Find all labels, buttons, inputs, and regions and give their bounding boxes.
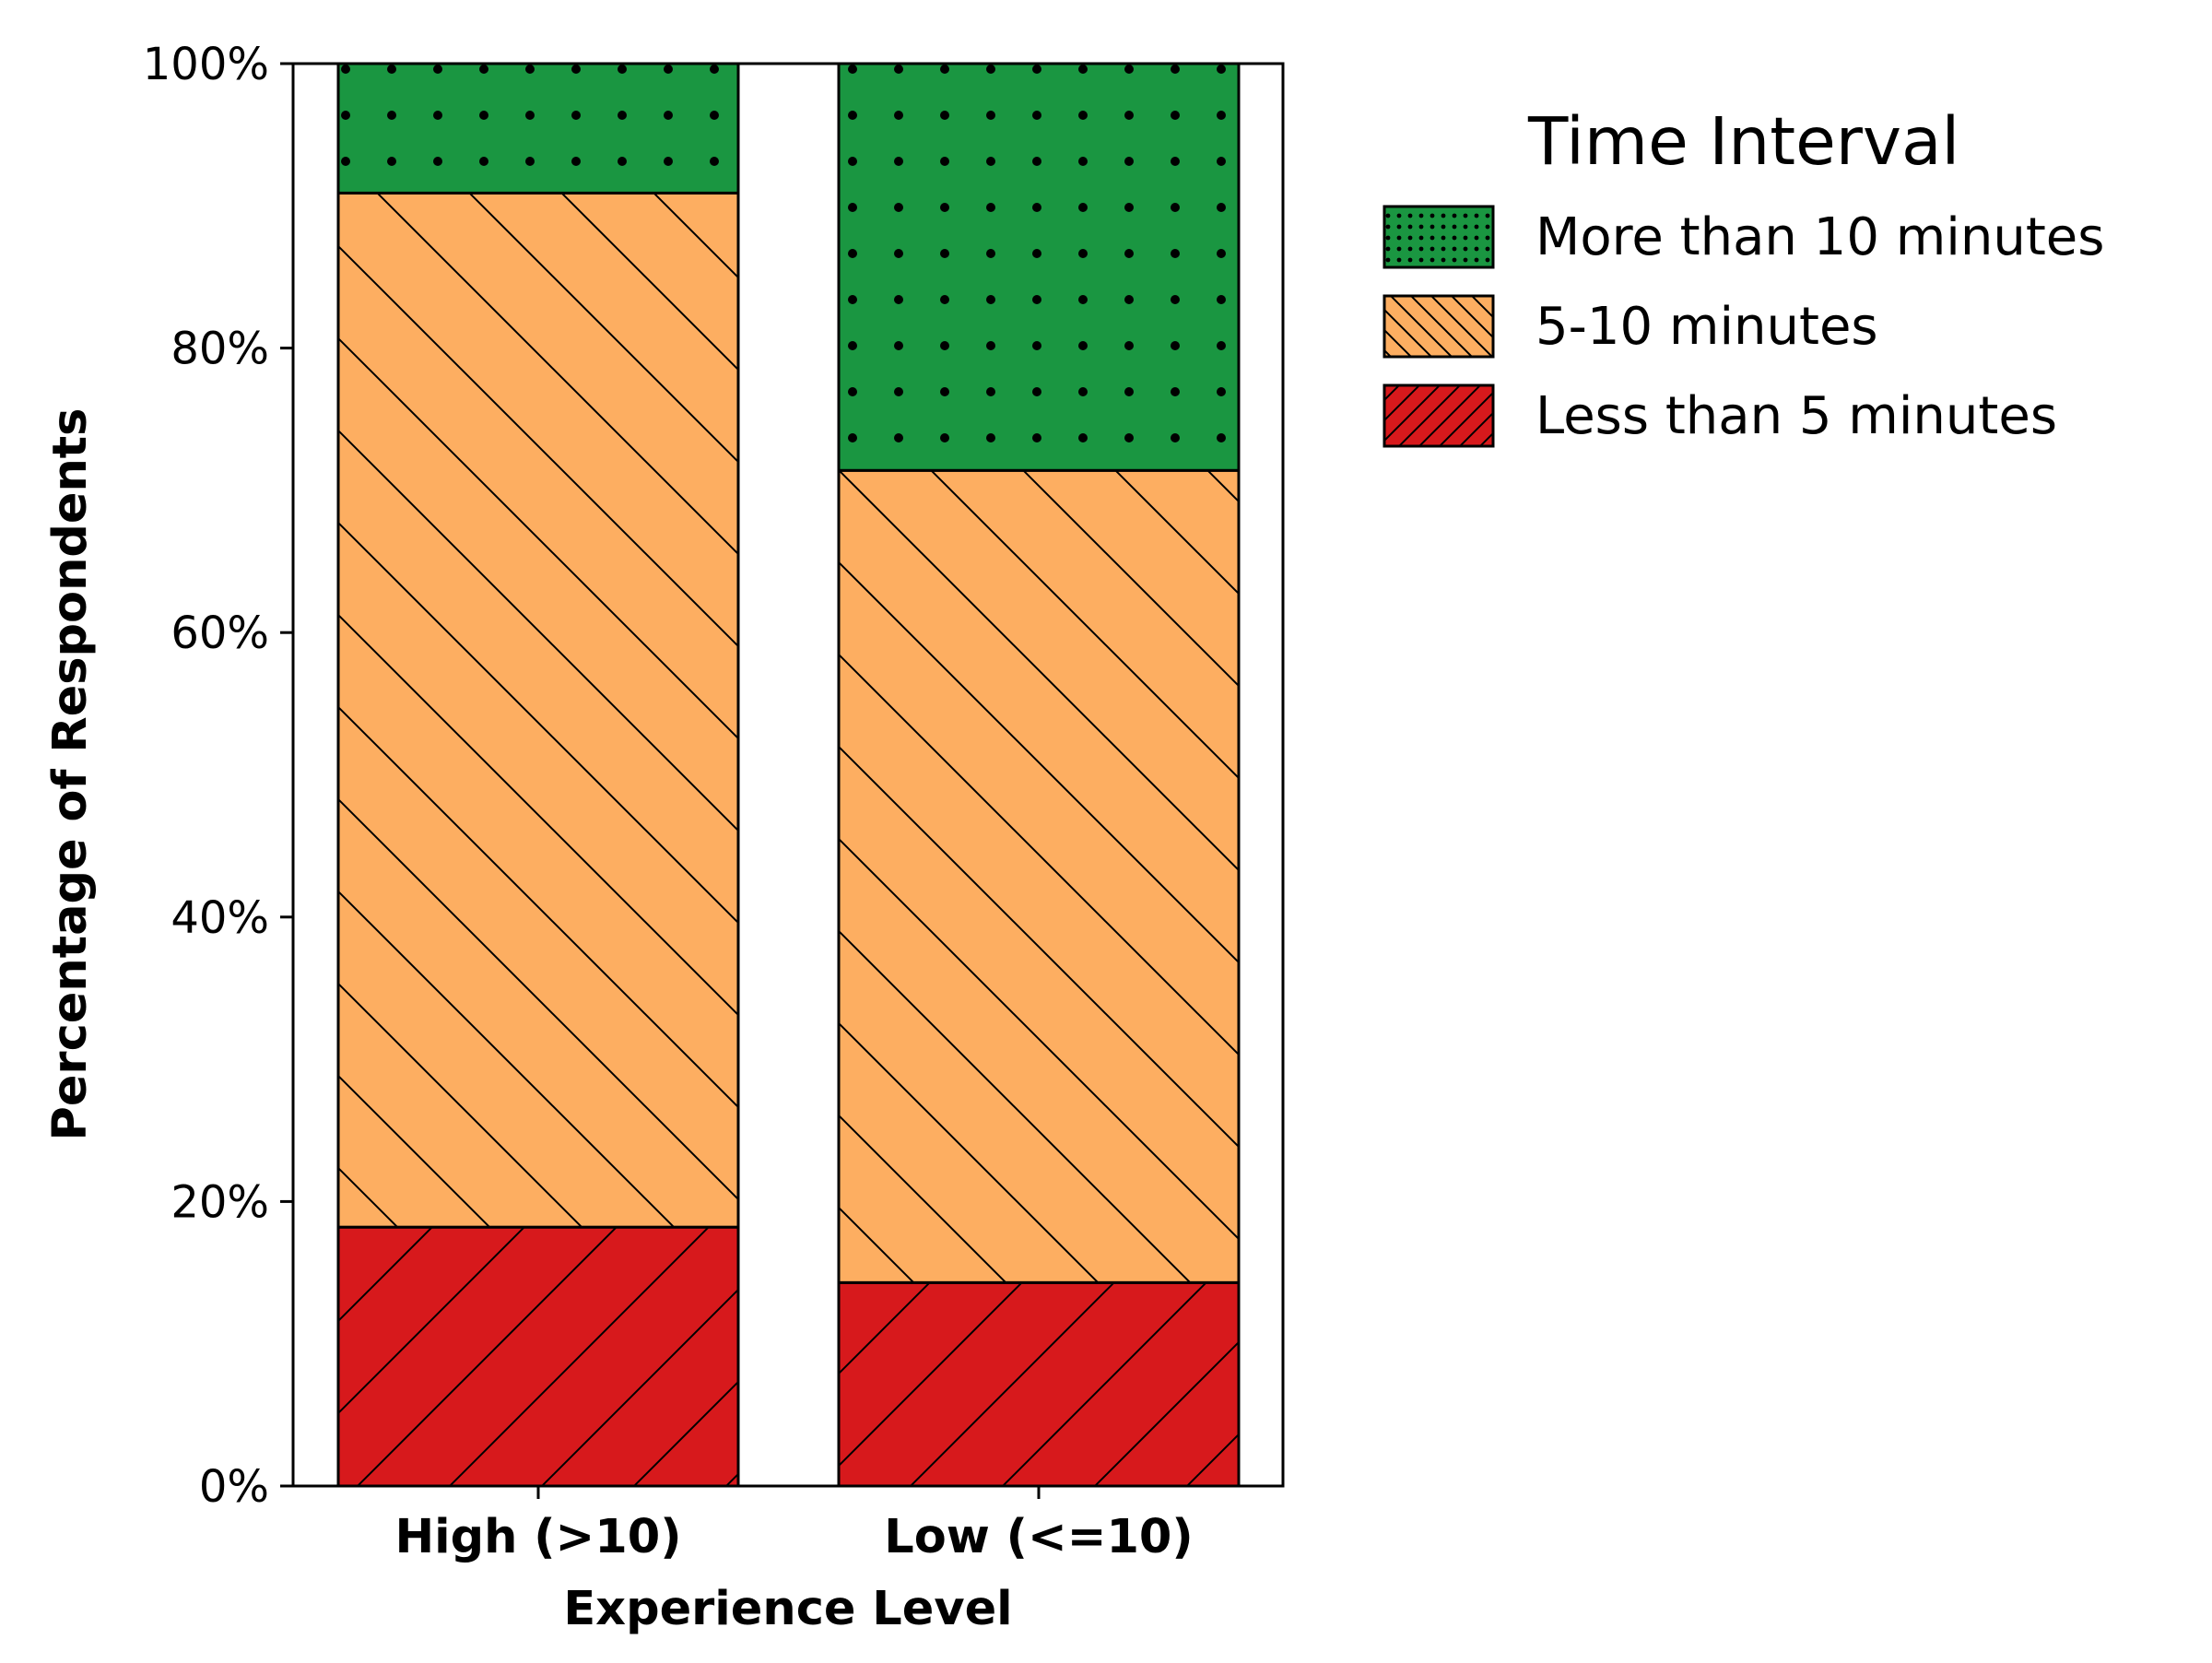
y-tick-label: 20% xyxy=(171,1176,269,1228)
x-tick-label: High (>10) xyxy=(394,1510,681,1564)
bars xyxy=(336,62,1241,1488)
y-tick-label: 100% xyxy=(143,39,269,90)
y-tick-label: 80% xyxy=(171,324,269,375)
legend-items: More than 10 minutes 5-10 minutes Less tha… xyxy=(1382,205,2104,448)
x-tick-label: Low (<=10) xyxy=(884,1510,1193,1564)
legend-swatch-hatch xyxy=(1382,205,1495,269)
legend-item: 5-10 minutes xyxy=(1382,294,1878,359)
legend-item: More than 10 minutes xyxy=(1382,205,2104,269)
legend-label: 5-10 minutes xyxy=(1535,297,1878,357)
legend-swatch-hatch xyxy=(1382,294,1495,359)
bar-hatch-5-10-minutes-high xyxy=(336,191,740,1229)
bar-hatch-more-than-10-minutes-high xyxy=(336,62,740,195)
axes-frame xyxy=(291,62,1285,1488)
bar-hatch-more-than-10-minutes-low xyxy=(837,62,1241,472)
legend-label: More than 10 minutes xyxy=(1535,207,2104,267)
y-axis-title: Percentage of Respondents xyxy=(43,407,98,1140)
bar-hatch-less-than-5-minutes-low xyxy=(837,1280,1241,1488)
y-tick-label: 60% xyxy=(171,607,269,659)
legend-title: Time Interval xyxy=(1527,103,1959,180)
legend-label: Less than 5 minutes xyxy=(1535,386,2057,446)
legend-item: Less than 5 minutes xyxy=(1382,383,2057,448)
x-axis-title: Experience Level xyxy=(563,1582,1012,1636)
y-tick-label: 0% xyxy=(199,1461,269,1513)
y-tick-label: 40% xyxy=(171,892,269,944)
legend-swatch-hatch xyxy=(1382,383,1495,448)
bar-hatch-less-than-5-minutes-high xyxy=(336,1225,740,1488)
y-axis: 0% 20% 40% 60% 80% 100% xyxy=(143,39,293,1513)
x-axis: High (>10) Low (<=10) xyxy=(394,1486,1194,1564)
legend: Time Interval More than 10 minutes 5-10 m… xyxy=(1382,103,2104,448)
bar-hatch-5-10-minutes-low xyxy=(837,468,1241,1284)
